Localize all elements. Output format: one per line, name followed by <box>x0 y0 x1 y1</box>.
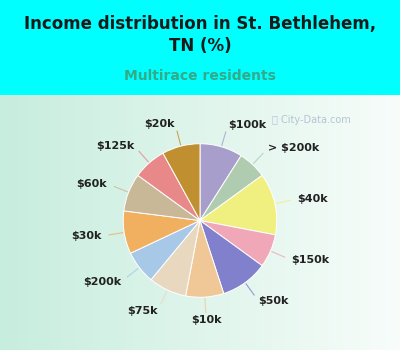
Wedge shape <box>151 220 200 296</box>
Wedge shape <box>163 144 200 220</box>
Wedge shape <box>123 211 200 253</box>
Wedge shape <box>200 156 262 220</box>
Text: $150k: $150k <box>292 255 330 265</box>
Wedge shape <box>124 175 200 220</box>
Wedge shape <box>130 220 200 280</box>
Wedge shape <box>138 153 200 220</box>
Wedge shape <box>186 220 224 297</box>
Text: $125k: $125k <box>96 141 134 150</box>
Text: Multirace residents: Multirace residents <box>124 69 276 83</box>
Text: $50k: $50k <box>259 296 289 306</box>
Text: ⓘ City-Data.com: ⓘ City-Data.com <box>272 115 351 125</box>
Text: $30k: $30k <box>71 231 102 241</box>
Text: $20k: $20k <box>145 119 175 129</box>
Text: $10k: $10k <box>191 315 222 325</box>
Wedge shape <box>200 220 276 266</box>
Text: $75k: $75k <box>127 306 158 316</box>
Text: Income distribution in St. Bethlehem,
TN (%): Income distribution in St. Bethlehem, TN… <box>24 15 376 55</box>
Text: > $200k: > $200k <box>268 143 320 153</box>
Wedge shape <box>200 175 277 235</box>
Wedge shape <box>200 144 241 220</box>
Text: $60k: $60k <box>76 179 107 189</box>
Text: $100k: $100k <box>228 120 266 130</box>
Wedge shape <box>200 220 262 294</box>
Text: $40k: $40k <box>298 194 328 204</box>
Text: $200k: $200k <box>83 276 121 287</box>
